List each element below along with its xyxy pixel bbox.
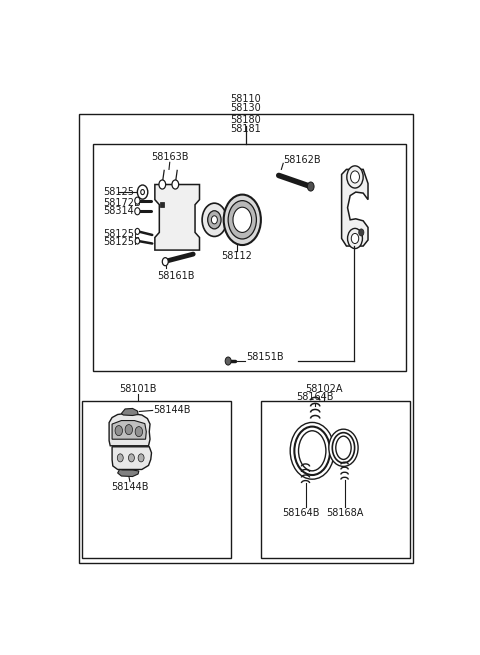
Polygon shape (342, 170, 368, 246)
Polygon shape (160, 202, 164, 207)
Circle shape (348, 229, 362, 248)
Circle shape (159, 180, 166, 189)
Circle shape (117, 454, 123, 462)
Text: 58110: 58110 (230, 94, 262, 103)
Text: 58112: 58112 (221, 251, 252, 261)
Circle shape (138, 454, 144, 462)
Polygon shape (118, 470, 139, 477)
Text: 58181: 58181 (230, 124, 262, 134)
Polygon shape (155, 185, 200, 250)
Circle shape (135, 197, 140, 204)
Circle shape (135, 238, 140, 244)
Text: 58125: 58125 (103, 187, 134, 197)
Circle shape (162, 257, 168, 266)
Circle shape (228, 200, 256, 239)
Text: 58180: 58180 (230, 115, 262, 125)
Circle shape (135, 229, 140, 234)
Polygon shape (109, 413, 150, 446)
Circle shape (202, 203, 227, 236)
Text: 58125F: 58125F (103, 236, 139, 246)
Text: 58172B: 58172B (103, 198, 141, 208)
Circle shape (135, 208, 140, 215)
Text: 58164B: 58164B (282, 508, 320, 518)
Circle shape (351, 233, 359, 244)
Circle shape (225, 357, 231, 365)
Circle shape (307, 182, 314, 191)
Text: 58161B: 58161B (158, 271, 195, 281)
Text: 58144B: 58144B (111, 482, 149, 492)
Polygon shape (112, 421, 146, 440)
Text: 58102A: 58102A (305, 384, 343, 394)
Text: 58144B: 58144B (153, 405, 191, 415)
Circle shape (347, 166, 363, 188)
Polygon shape (112, 447, 152, 470)
Circle shape (125, 424, 132, 435)
Circle shape (129, 454, 134, 462)
Polygon shape (121, 409, 138, 415)
Text: 58162B: 58162B (283, 155, 321, 165)
Text: 58168A: 58168A (326, 508, 363, 518)
Circle shape (208, 211, 221, 229)
Circle shape (135, 426, 143, 437)
Text: 58314: 58314 (103, 206, 133, 215)
Text: 58130: 58130 (230, 103, 262, 113)
Text: 58151B: 58151B (246, 352, 284, 362)
Circle shape (137, 185, 148, 199)
Text: 58163B: 58163B (151, 152, 189, 162)
Circle shape (211, 215, 217, 224)
Circle shape (172, 180, 179, 189)
Circle shape (115, 426, 122, 436)
Circle shape (350, 171, 360, 183)
Circle shape (359, 229, 364, 236)
Circle shape (224, 195, 261, 245)
Text: 58125F: 58125F (103, 229, 139, 239)
Circle shape (233, 207, 252, 233)
Text: 58164B: 58164B (297, 392, 334, 402)
Text: 58101B: 58101B (120, 384, 157, 394)
